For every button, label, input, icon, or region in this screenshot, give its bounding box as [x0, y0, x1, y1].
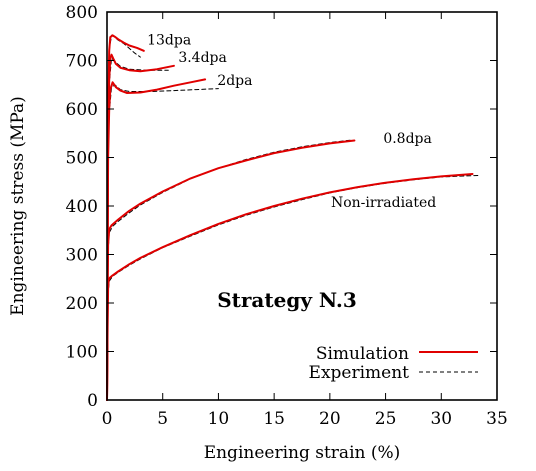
x-tick-label: 15	[263, 409, 285, 429]
annotation-non-irradiated: Non-irradiated	[331, 195, 436, 211]
legend-label-experiment: Experiment	[309, 363, 410, 383]
y-tick-label: 300	[66, 246, 98, 266]
y-tick-label: 600	[66, 100, 98, 120]
series-line-non-irradiated-simulation	[106, 173, 474, 401]
series-layer	[106, 34, 481, 401]
y-tick-label: 0	[87, 391, 98, 411]
y-tick-label: 100	[66, 343, 98, 363]
y-tick-label: 800	[66, 3, 98, 23]
x-tick-label: 10	[208, 409, 230, 429]
labels-layer: 0 5 10 15 20 25 30 35 0 100 200 300 400 500 600 700 800 1…	[66, 3, 508, 429]
y-tick-label: 700	[66, 52, 98, 72]
y-axis-title: Engineering stress (MPa)	[8, 96, 28, 316]
x-tick-label: 5	[157, 409, 168, 429]
series-line-3-4dpa-simulation	[106, 53, 175, 401]
ticks-layer	[106, 11, 498, 401]
series-line-13dpa-simulation	[106, 34, 145, 401]
legend: Simulation Experiment	[309, 344, 478, 383]
annotation-3-4dpa: 3.4dpa	[178, 50, 227, 66]
series-line-13dpa-experiment	[106, 34, 141, 401]
y-tick-label: 200	[66, 294, 98, 314]
series-line-2dpa-simulation	[106, 78, 207, 401]
x-tick-label: 20	[319, 409, 341, 429]
x-tick-label: 0	[102, 409, 113, 429]
x-axis-title: Engineering strain (%)	[204, 443, 401, 463]
x-tick-label: 35	[486, 409, 508, 429]
strategy-label: Strategy N.3	[217, 288, 357, 312]
y-tick-label: 400	[66, 197, 98, 217]
annotation-0-8dpa: 0.8dpa	[383, 131, 432, 147]
y-tick-label: 500	[66, 149, 98, 169]
x-tick-label: 25	[375, 409, 397, 429]
x-tick-label: 30	[430, 409, 452, 429]
annotation-2dpa: 2dpa	[217, 73, 252, 89]
series-line-3-4dpa-experiment	[106, 57, 169, 401]
series-line-2dpa-experiment	[106, 84, 219, 401]
annotation-13dpa: 13dpa	[147, 32, 191, 48]
legend-label-simulation: Simulation	[316, 344, 409, 364]
